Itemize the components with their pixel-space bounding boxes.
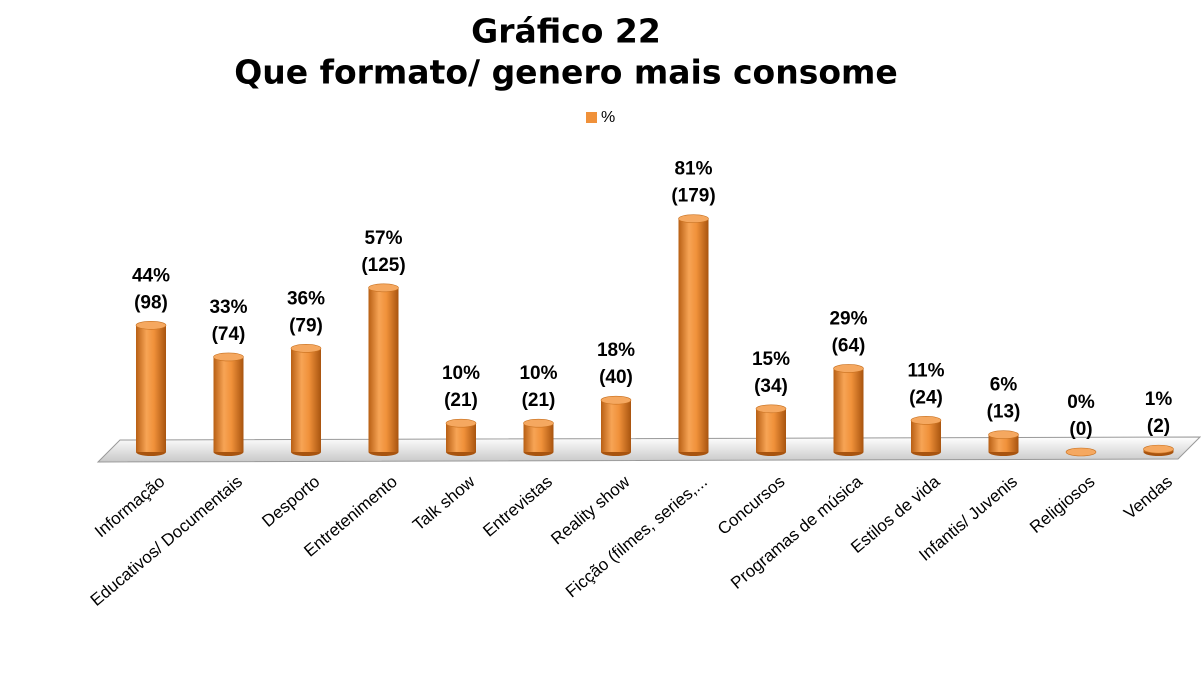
count-label: (79) bbox=[289, 315, 323, 336]
bar bbox=[446, 423, 476, 452]
x-tick-label: Concursos bbox=[714, 472, 788, 539]
count-label: (98) bbox=[134, 292, 168, 313]
bar-top bbox=[368, 283, 399, 293]
value-label: 81% bbox=[674, 159, 712, 180]
bar-top bbox=[833, 364, 864, 373]
count-label: (0) bbox=[1069, 419, 1092, 440]
value-label: 44% bbox=[132, 265, 170, 286]
value-label: 15% bbox=[752, 349, 790, 370]
bar-top bbox=[600, 395, 632, 405]
value-label: 33% bbox=[209, 297, 247, 318]
bar-top bbox=[678, 214, 709, 224]
value-label: 6% bbox=[990, 375, 1018, 396]
bar-top bbox=[523, 418, 554, 428]
bar bbox=[756, 408, 786, 452]
value-label: 36% bbox=[287, 288, 325, 309]
x-tick-label: Informação bbox=[91, 472, 168, 541]
count-label: (179) bbox=[671, 186, 715, 207]
legend-swatch bbox=[586, 112, 597, 123]
bar-top bbox=[135, 320, 167, 330]
count-label: (34) bbox=[754, 376, 788, 397]
chart-title: Gráfico 22 bbox=[471, 12, 661, 51]
value-label: 10% bbox=[519, 363, 557, 384]
value-label: 10% bbox=[442, 363, 480, 384]
count-label: (24) bbox=[909, 387, 943, 408]
value-label: 1% bbox=[1145, 389, 1173, 410]
count-label: (21) bbox=[522, 390, 556, 411]
count-label: (13) bbox=[987, 402, 1021, 423]
x-tick-label: Programas de música bbox=[727, 472, 866, 593]
value-label: 29% bbox=[829, 308, 867, 329]
count-label: (21) bbox=[444, 390, 478, 411]
value-label: 0% bbox=[1067, 392, 1095, 413]
x-tick-label: Religiosos bbox=[1026, 472, 1098, 537]
bar bbox=[678, 218, 709, 452]
count-label: (40) bbox=[599, 367, 633, 388]
x-tick-label: Desporto bbox=[258, 472, 323, 531]
bar bbox=[213, 356, 244, 452]
bar bbox=[833, 368, 864, 452]
bar bbox=[136, 325, 166, 452]
bar-top bbox=[213, 352, 244, 362]
x-tick-label: Talk show bbox=[409, 471, 479, 534]
bar bbox=[368, 287, 399, 452]
bar-top bbox=[1143, 444, 1174, 454]
bar-top bbox=[445, 418, 477, 428]
count-label: (74) bbox=[212, 324, 246, 345]
count-label: (2) bbox=[1147, 416, 1170, 437]
value-label: 57% bbox=[364, 228, 402, 249]
bar bbox=[523, 423, 554, 452]
floor bbox=[96, 436, 1201, 463]
bar-top bbox=[1065, 447, 1097, 457]
bar bbox=[601, 400, 631, 452]
bar bbox=[291, 348, 321, 452]
chart-subtitle: Que formato/ genero mais consome bbox=[234, 53, 898, 92]
count-label: (125) bbox=[361, 255, 405, 276]
count-label: (64) bbox=[832, 335, 866, 356]
x-tick-label: Entrevistas bbox=[479, 472, 556, 541]
x-tick-label: Vendas bbox=[1120, 472, 1176, 523]
bar bbox=[911, 420, 941, 452]
bar-top bbox=[290, 344, 322, 353]
bar-top bbox=[988, 430, 1019, 440]
value-label: 11% bbox=[908, 360, 945, 381]
bar-top bbox=[755, 404, 787, 414]
x-tick-label: Ficção (filmes, series,... bbox=[562, 472, 711, 601]
legend-label: % bbox=[601, 109, 615, 126]
value-label: 18% bbox=[597, 340, 635, 361]
x-tick-label: Educativos/ Documentais bbox=[87, 472, 246, 610]
bar-top bbox=[910, 416, 942, 425]
bar bbox=[988, 434, 1019, 452]
